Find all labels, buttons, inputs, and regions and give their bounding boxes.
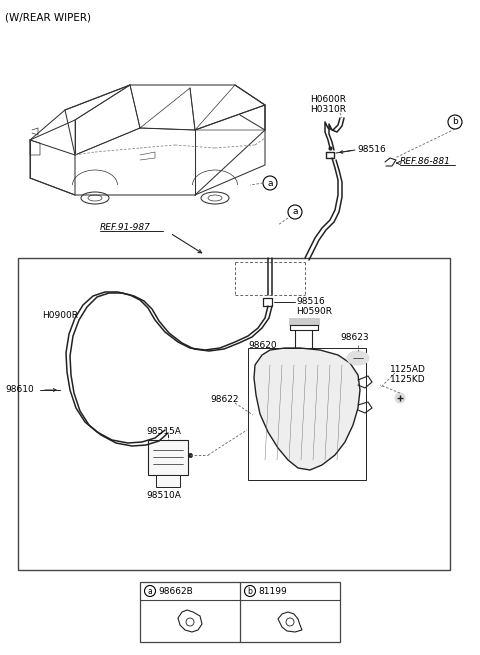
Text: 98515A: 98515A	[146, 428, 181, 436]
Text: H0600R: H0600R	[310, 96, 346, 105]
Text: H0590R: H0590R	[296, 307, 332, 316]
Bar	[156, 475, 180, 487]
Polygon shape	[254, 348, 360, 470]
Text: b: b	[248, 586, 252, 595]
Text: 98510A: 98510A	[146, 491, 181, 500]
Bar	[148, 440, 188, 475]
Text: 1125AD: 1125AD	[390, 365, 426, 375]
Bar	[248, 348, 366, 480]
Text: REF.91-987: REF.91-987	[100, 223, 151, 233]
Text: 98662B: 98662B	[158, 586, 193, 595]
Text: 81199: 81199	[258, 586, 287, 595]
Text: H0310R: H0310R	[310, 105, 346, 115]
Text: 98516: 98516	[296, 297, 325, 307]
Text: 98622: 98622	[210, 396, 239, 405]
Ellipse shape	[347, 351, 369, 365]
Text: 98610: 98610	[5, 386, 34, 394]
Bar	[140, 582, 340, 642]
Text: (W/REAR WIPER): (W/REAR WIPER)	[5, 12, 91, 22]
Text: REF.86-881: REF.86-881	[400, 157, 451, 166]
Text: H0900R: H0900R	[42, 310, 78, 320]
Text: 98516: 98516	[357, 145, 386, 155]
Text: a: a	[292, 208, 298, 217]
Bar	[289, 318, 319, 325]
Bar	[18, 258, 450, 570]
Text: a: a	[267, 179, 273, 187]
Text: 98623: 98623	[340, 333, 369, 343]
Text: 1125KD: 1125KD	[390, 375, 426, 384]
Text: b: b	[452, 117, 458, 126]
Circle shape	[395, 393, 405, 403]
Text: a: a	[148, 586, 152, 595]
Text: 98620: 98620	[248, 341, 276, 350]
